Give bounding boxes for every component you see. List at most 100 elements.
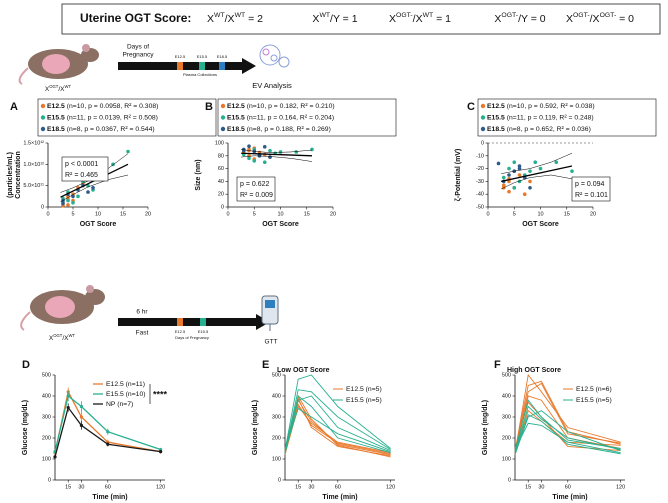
timeline-arrow [118, 58, 256, 74]
superscript: OGT- [573, 12, 590, 19]
x-tick-label: 60 [335, 484, 341, 490]
y-axis-title: Size (nm) [195, 159, 202, 190]
legend-stats: (n=11, p = 0.119, R² = 0.248) [507, 114, 594, 121]
data-point [86, 190, 90, 194]
y-tick-label: 5.0×10¹¹ [23, 183, 44, 189]
data-point [247, 154, 251, 158]
superscript: OGT- [501, 12, 518, 19]
text-run: /X [62, 335, 69, 342]
genotype-label: XOGT/XWT [45, 84, 72, 93]
animal-line [514, 373, 621, 453]
data-point [262, 160, 267, 164]
data-point [71, 200, 75, 205]
legend-text: E18.5 (n=8, p = 0.188, R² = 0.269) [227, 126, 331, 133]
data-point [507, 166, 511, 171]
y-tick-label: -10 [476, 153, 484, 159]
x-tick-label: 5 [253, 211, 256, 217]
y-tick-label: 0 [48, 477, 51, 483]
x-tick-label: 15 [295, 484, 301, 490]
confidence-band [501, 153, 573, 174]
legend-label: E15.5 [47, 114, 65, 121]
data-point [268, 148, 272, 153]
y-tick-label: 300 [502, 414, 511, 420]
x-axis-title: Time (min) [92, 494, 127, 501]
superscript: OGT [49, 84, 59, 89]
x-tick-label: 30 [78, 484, 84, 490]
legend-text: E15.5 (n=11, p = 0.119, R² = 0.248) [487, 114, 594, 121]
data-point [517, 173, 522, 177]
annotation-box [236, 176, 276, 202]
y-tick-label: -30 [476, 179, 484, 185]
data-point [79, 423, 83, 427]
text-run: /X [58, 86, 65, 93]
score-equation: XWT/Y = 1 [312, 12, 357, 24]
confidence-band [241, 155, 313, 162]
data-point [507, 173, 511, 177]
data-point [66, 198, 70, 203]
superscript: WT [235, 12, 246, 19]
day-label: E12.5 [175, 54, 186, 59]
legend-stats: (n=11, p = 0.0139, R² = 0.508) [67, 114, 158, 121]
y-tick-label: 80 [218, 153, 224, 159]
legend-label: E15.5 [487, 114, 505, 121]
data-point [79, 415, 83, 419]
superscript: WT [65, 84, 72, 89]
text-run: /X [590, 13, 600, 25]
day-label: E12.5 [175, 329, 186, 334]
x-tick-label: 30 [538, 484, 544, 490]
legend-marker [220, 103, 226, 109]
legend-label: E12.5 [227, 103, 245, 110]
panel-title: High OGT Score [507, 367, 561, 374]
score-equation: XOGT-/XWT = 1 [389, 12, 451, 24]
legend-marker [220, 126, 226, 132]
data-point [507, 189, 511, 194]
data-point [538, 166, 543, 171]
animal-line [284, 374, 391, 451]
legend-stats: (n=8, p = 0.188, R² = 0.269) [247, 126, 331, 133]
significance-label: **** [153, 389, 168, 399]
data-point [247, 156, 251, 161]
header-box [61, 3, 661, 35]
text-run: X [312, 13, 319, 25]
data-point [517, 164, 522, 168]
annotation-text: R² = 0.465 [65, 172, 98, 179]
data-point [278, 150, 283, 154]
outcome-label: GTT [265, 339, 278, 346]
fast-time: 6 hr [136, 309, 148, 316]
data-point [517, 166, 522, 171]
text-run: X [207, 13, 214, 25]
confidence-band [501, 174, 573, 190]
legend-stats: (n=8, p = 0.652, R² = 0.036) [507, 126, 591, 133]
legend-stats: (n=8, p = 0.0367, R² = 0.544) [67, 126, 155, 133]
y-axis-title: Glucose (mg/dL) [252, 400, 259, 455]
text-run: = 0 [616, 13, 634, 25]
y-tick-label: 200 [502, 435, 511, 441]
data-point [501, 175, 506, 180]
superscript: WT [69, 333, 76, 338]
animal-line [514, 382, 621, 452]
x-tick-label: 60 [105, 484, 111, 490]
legend-label: E15.5 [227, 114, 245, 121]
superscript: WT [214, 12, 225, 19]
data-point [512, 186, 517, 190]
legend-text: E12.5 (n=10, p = 0.182, R² = 0.210) [227, 103, 335, 110]
text-run: X [45, 86, 50, 93]
panel-letter: F [494, 359, 501, 371]
y-tick-label: 400 [272, 393, 281, 399]
x-tick-label: 5 [513, 211, 516, 217]
text-run: X [566, 13, 573, 25]
timeline-label: Days of Pregnancy [175, 335, 209, 340]
data-point [106, 430, 110, 434]
glucometer-icon [261, 295, 279, 331]
animal-line [284, 389, 391, 453]
panel-letter: A [10, 101, 18, 113]
legend-marker [40, 115, 46, 120]
regression-line [500, 165, 573, 183]
text-run: /Y = 1 [330, 13, 358, 25]
data-point [554, 160, 559, 164]
x-tick-label: 15 [564, 211, 570, 217]
animal-line [514, 380, 621, 451]
data-point [252, 159, 257, 163]
data-point [106, 442, 110, 446]
confidence-band [60, 174, 129, 203]
